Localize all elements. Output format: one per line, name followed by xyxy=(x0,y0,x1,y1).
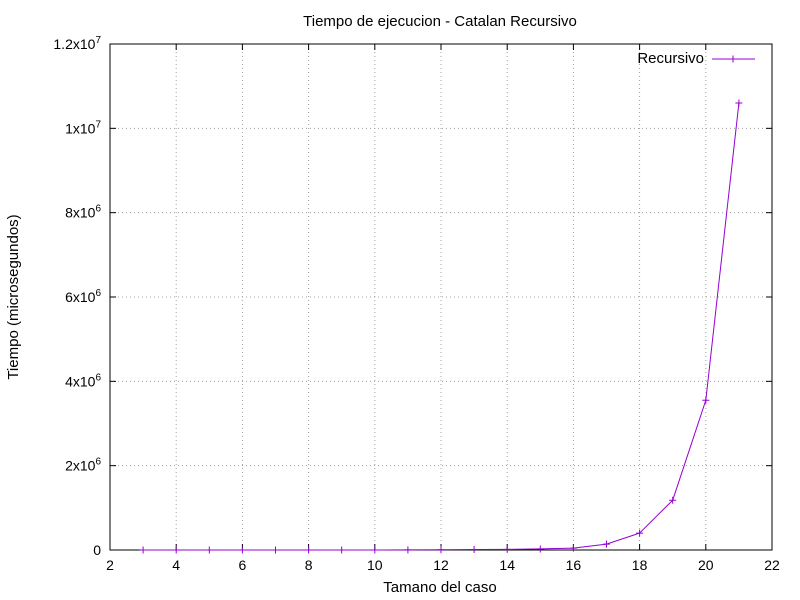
data-point xyxy=(669,496,677,504)
grid-lines xyxy=(110,44,772,550)
x-tick-label-18: 18 xyxy=(632,557,648,573)
x-tick-label-4: 4 xyxy=(172,557,180,573)
data-point xyxy=(536,545,544,553)
x-tick-label-2: 2 xyxy=(106,557,114,573)
series-line-0 xyxy=(143,102,740,551)
x-tick-label-14: 14 xyxy=(499,557,515,573)
data-point xyxy=(603,540,610,548)
y-tick-label-6: 1.2x107 xyxy=(53,35,101,52)
x-tick-label-8: 8 xyxy=(305,557,313,573)
x-tick-label-10: 10 xyxy=(367,557,383,573)
legend-marker-recursivo xyxy=(729,55,737,63)
legend-label-recursivo: Recursivo xyxy=(637,50,704,67)
data-point xyxy=(205,546,213,554)
data-point xyxy=(272,546,279,554)
y-tick-label-0: 0 xyxy=(93,542,101,558)
data-point xyxy=(636,529,644,537)
y-tick-label-5: 1x107 xyxy=(65,119,101,136)
data-point xyxy=(238,546,246,554)
y-tick-label-4: 8x106 xyxy=(65,204,101,221)
x-tick-label-22: 22 xyxy=(764,557,780,573)
data-point xyxy=(702,396,710,404)
data-point xyxy=(371,546,379,554)
data-point xyxy=(305,546,313,554)
series-layer xyxy=(139,99,743,554)
data-point xyxy=(503,545,511,553)
y-axis-label: Tiempo (microsegundos) xyxy=(5,214,22,379)
x-tick-label-20: 20 xyxy=(698,557,714,573)
data-point xyxy=(172,546,180,554)
data-point xyxy=(470,545,478,553)
x-tick-label-12: 12 xyxy=(433,557,449,573)
x-tick-label-16: 16 xyxy=(566,557,582,573)
data-point xyxy=(735,99,743,107)
data-point xyxy=(139,546,147,554)
y-tick-label-3: 6x106 xyxy=(65,288,101,305)
chart-title: Tiempo de ejecucion - Catalan Recursivo xyxy=(303,13,577,30)
data-point xyxy=(404,546,412,554)
x-tick-label-6: 6 xyxy=(239,557,247,573)
axis-ticks: 2 4 6 8 10 12 14 16 18 20 22 0 2x106 4x106 6x106 8x106 1… xyxy=(53,35,780,573)
x-axis-label: Tamano del caso xyxy=(383,579,496,596)
legend: Recursivo xyxy=(637,50,755,67)
data-point xyxy=(437,546,445,554)
data-point xyxy=(338,546,346,554)
y-tick-label-1: 2x106 xyxy=(65,457,101,474)
data-point xyxy=(569,544,577,552)
y-tick-label-2: 4x106 xyxy=(65,372,101,389)
